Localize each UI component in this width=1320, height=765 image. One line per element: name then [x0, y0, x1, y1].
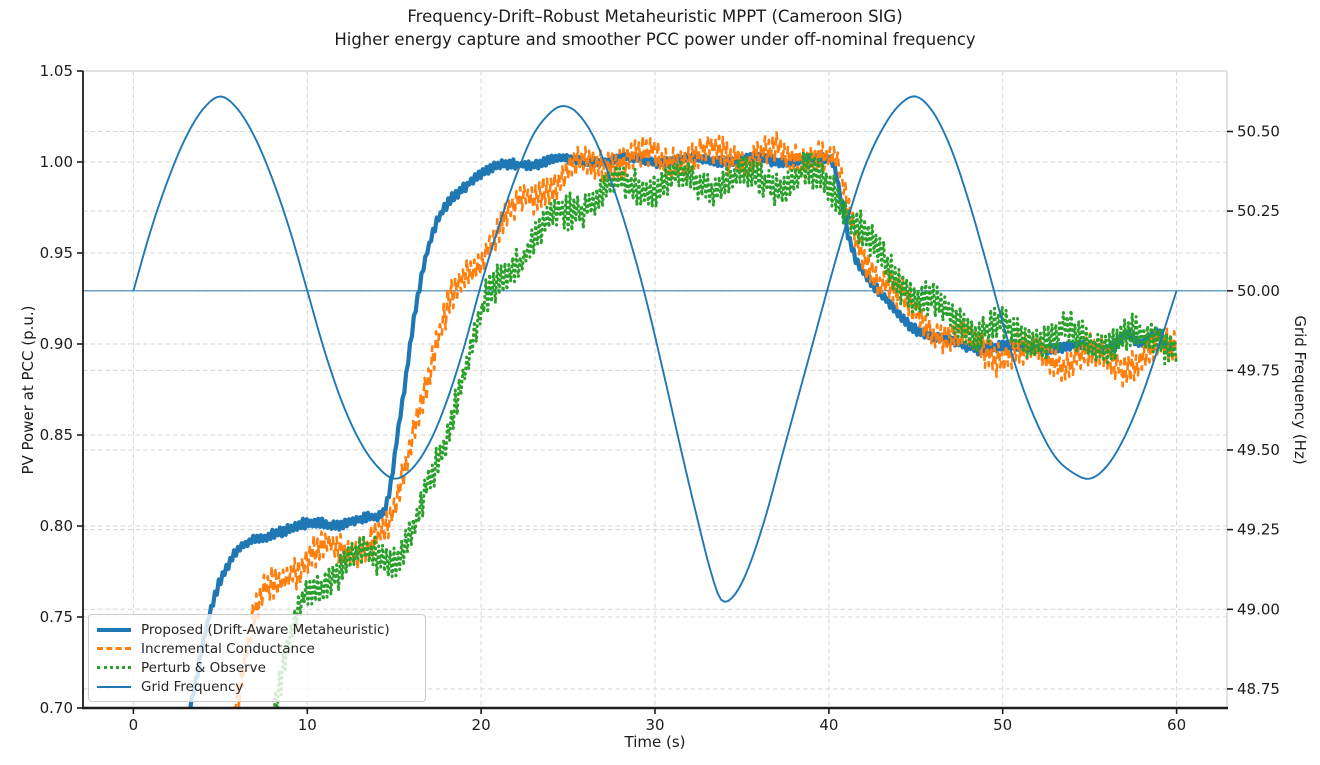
- x-axis-label: Time (s): [624, 733, 686, 751]
- legend-line-sample-perturb-observe: [97, 666, 131, 669]
- legend-item-incremental-conductance: Incremental Conductance: [97, 639, 415, 658]
- left-y-tick-label-2: 0.80: [40, 517, 73, 535]
- chart-subtitle: Higher energy capture and smoother PCC p…: [334, 30, 976, 49]
- x-tick-label-6: 60: [1167, 716, 1186, 734]
- legend: Proposed (Drift-Aware Metaheuristic) Inc…: [88, 614, 426, 702]
- legend-item-proposed: Proposed (Drift-Aware Metaheuristic): [97, 620, 415, 639]
- left-y-tick-label-4: 0.90: [40, 335, 73, 353]
- x-tick-label-3: 30: [645, 716, 664, 734]
- left-y-tick-label-7: 1.05: [40, 62, 73, 80]
- right-y-tick-label-1: 49.00: [1237, 600, 1280, 618]
- right-y-axis-label: Grid Frequency (Hz): [1291, 315, 1309, 465]
- legend-line-sample-incremental-conductance: [97, 647, 131, 650]
- data-series: [132, 95, 1178, 708]
- right-y-tick-label-5: 50.00: [1237, 282, 1280, 300]
- series-line-3: [132, 95, 1178, 603]
- series-line-2: [273, 151, 1178, 708]
- legend-label: Proposed (Drift-Aware Metaheuristic): [141, 621, 390, 638]
- x-tick-label-1: 10: [298, 716, 317, 734]
- series-line-1: [232, 131, 1178, 708]
- left-y-tick-label-6: 1.00: [40, 153, 73, 171]
- x-tick-label-2: 20: [472, 716, 491, 734]
- x-tick-label-0: 0: [129, 716, 139, 734]
- left-y-tick-label-0: 0.70: [40, 699, 73, 717]
- right-y-tick-label-4: 49.75: [1237, 361, 1280, 379]
- chart-title: Frequency-Drift–Robust Metaheuristic MPP…: [407, 7, 903, 26]
- legend-line-sample-grid-frequency: [97, 685, 131, 688]
- left-y-tick-label-1: 0.75: [40, 608, 73, 626]
- right-y-tick-label-7: 50.50: [1237, 123, 1280, 141]
- left-y-tick-label-5: 0.95: [40, 244, 73, 262]
- left-y-axis-label: PV Power at PCC (p.u.): [19, 305, 37, 475]
- left-y-tick-label-3: 0.85: [40, 426, 73, 444]
- legend-item-perturb-observe: Perturb & Observe: [97, 658, 415, 677]
- x-tick-label-4: 40: [819, 716, 838, 734]
- legend-label: Incremental Conductance: [141, 640, 315, 657]
- right-y-tick-label-6: 50.25: [1237, 202, 1280, 220]
- legend-label: Perturb & Observe: [141, 659, 266, 676]
- right-y-tick-label-3: 49.50: [1237, 441, 1280, 459]
- legend-label: Grid Frequency: [141, 678, 244, 695]
- axes-tick-labels: 0 10 20 30 40 50 60 0.70 0.75 0.80 0.85 0.90 0.95 1.0…: [40, 62, 1280, 734]
- right-y-tick-label-2: 49.25: [1237, 521, 1280, 539]
- legend-line-sample-proposed: [97, 627, 131, 632]
- legend-item-grid-frequency: Grid Frequency: [97, 677, 415, 696]
- right-y-tick-label-0: 48.75: [1237, 680, 1280, 698]
- x-tick-label-5: 50: [993, 716, 1012, 734]
- axes-ticks: [77, 70, 1233, 714]
